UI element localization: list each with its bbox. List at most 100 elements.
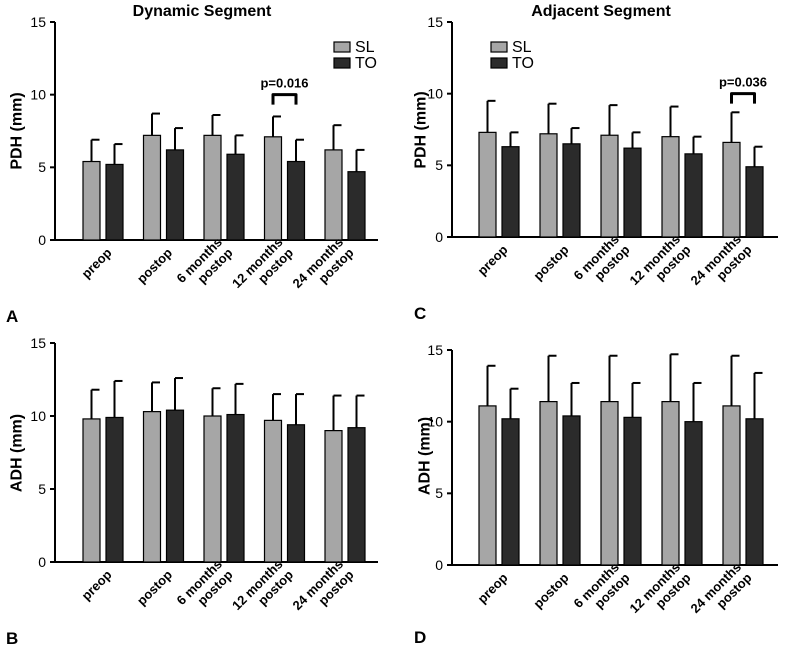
y-tick-label: 0 [435,229,443,245]
y-axis-label: ADH (mm) [9,414,26,492]
bar-to [347,171,366,241]
legend-label-sl: SL [355,39,375,56]
x-tick-label-group: preop [79,567,115,603]
y-axis-label: ADH (mm) [417,417,434,495]
significance-bracket [730,92,756,104]
y-tick-label: 5 [435,485,443,501]
p-value-annotation: p=0.016 [260,76,308,91]
bar-to [226,153,245,241]
bar-sl [478,131,497,238]
bar-sl [324,430,343,563]
y-tick-label: 5 [38,481,46,497]
y-tick-label: 10 [30,408,46,424]
legend-swatch-sl [333,41,351,53]
y-tick-label: 15 [30,335,46,351]
panel-letter: B [6,629,18,648]
bar-sl [82,418,101,563]
x-tick-label-group: postop [134,245,175,286]
bar-to [501,418,520,566]
x-tick-label-group: postop [530,242,571,283]
bar-sl [203,415,222,563]
y-tick-label: 0 [38,232,46,248]
x-tick-label-group: preop [79,245,115,281]
bar-to [226,413,245,563]
panel-letter: C [414,304,426,323]
x-tick-label-group: postop [530,570,571,611]
bar-to [623,416,642,566]
legend-label-to: TO [355,55,377,72]
x-tick-label-group: preop [475,242,511,278]
bar-to [623,147,642,238]
y-tick-label: 0 [38,554,46,570]
bar-to [165,409,185,563]
bar-to [562,143,581,238]
bar-to [562,415,581,566]
x-tick-label: postop [134,245,175,286]
bar-to [745,418,764,566]
legend-swatch-to [490,57,508,69]
y-tick-label: 15 [427,14,443,30]
x-tick-label-group: postop [134,567,175,608]
x-tick-label: preop [79,567,115,603]
y-tick-label: 0 [435,557,443,573]
legend-label-to: TO [512,55,534,72]
bar-to [684,153,703,238]
y-axis-label: PDH (mm) [9,92,26,169]
bar-to [745,166,764,238]
bar-to [105,163,124,241]
chart-panel-c: Adjacent Segment PDH (mm) 0 5 10 15 preop posto… [413,3,778,323]
y-tick-label: 5 [38,159,46,175]
bar-sl [263,419,283,563]
bar-to [286,424,306,563]
bar-sl [539,401,558,566]
bar-to [105,416,124,563]
bar-sl [142,411,162,563]
x-tick-label: postop [134,567,175,608]
legend-swatch-to [333,57,351,69]
bar-sl [722,141,741,238]
y-tick-label: 10 [30,87,46,103]
bar-sl [82,160,101,241]
bar-sl [324,149,343,241]
bar-sl [539,133,558,238]
bar-to [286,160,306,241]
chart-title: Dynamic Segment [133,3,272,20]
bar-sl [661,401,680,566]
bar-to [684,421,703,566]
chart-panel-a: Dynamic Segment PDH (mm) 0 5 10 15 preop postop… [6,3,378,326]
x-tick-label: preop [475,570,511,606]
bar-to [347,427,366,563]
y-tick-label: 5 [435,157,443,173]
bar-sl [142,134,162,241]
bar-sl [722,405,741,566]
y-tick-label: 10 [427,414,443,430]
panel-letter: D [414,628,426,647]
bar-sl [661,136,680,238]
significance-bracket [271,93,298,105]
legend-swatch-sl [490,41,508,53]
bar-sl [203,134,222,241]
p-value-annotation: p=0.036 [719,75,767,90]
bar-sl [263,136,283,241]
panel-letter: A [6,307,18,326]
y-axis-label: PDH (mm) [413,91,430,168]
bar-to [501,146,520,238]
x-tick-label-group: preop [475,570,511,606]
legend-label-sl: SL [512,39,532,56]
bar-to [165,149,185,241]
x-tick-label: preop [475,242,511,278]
